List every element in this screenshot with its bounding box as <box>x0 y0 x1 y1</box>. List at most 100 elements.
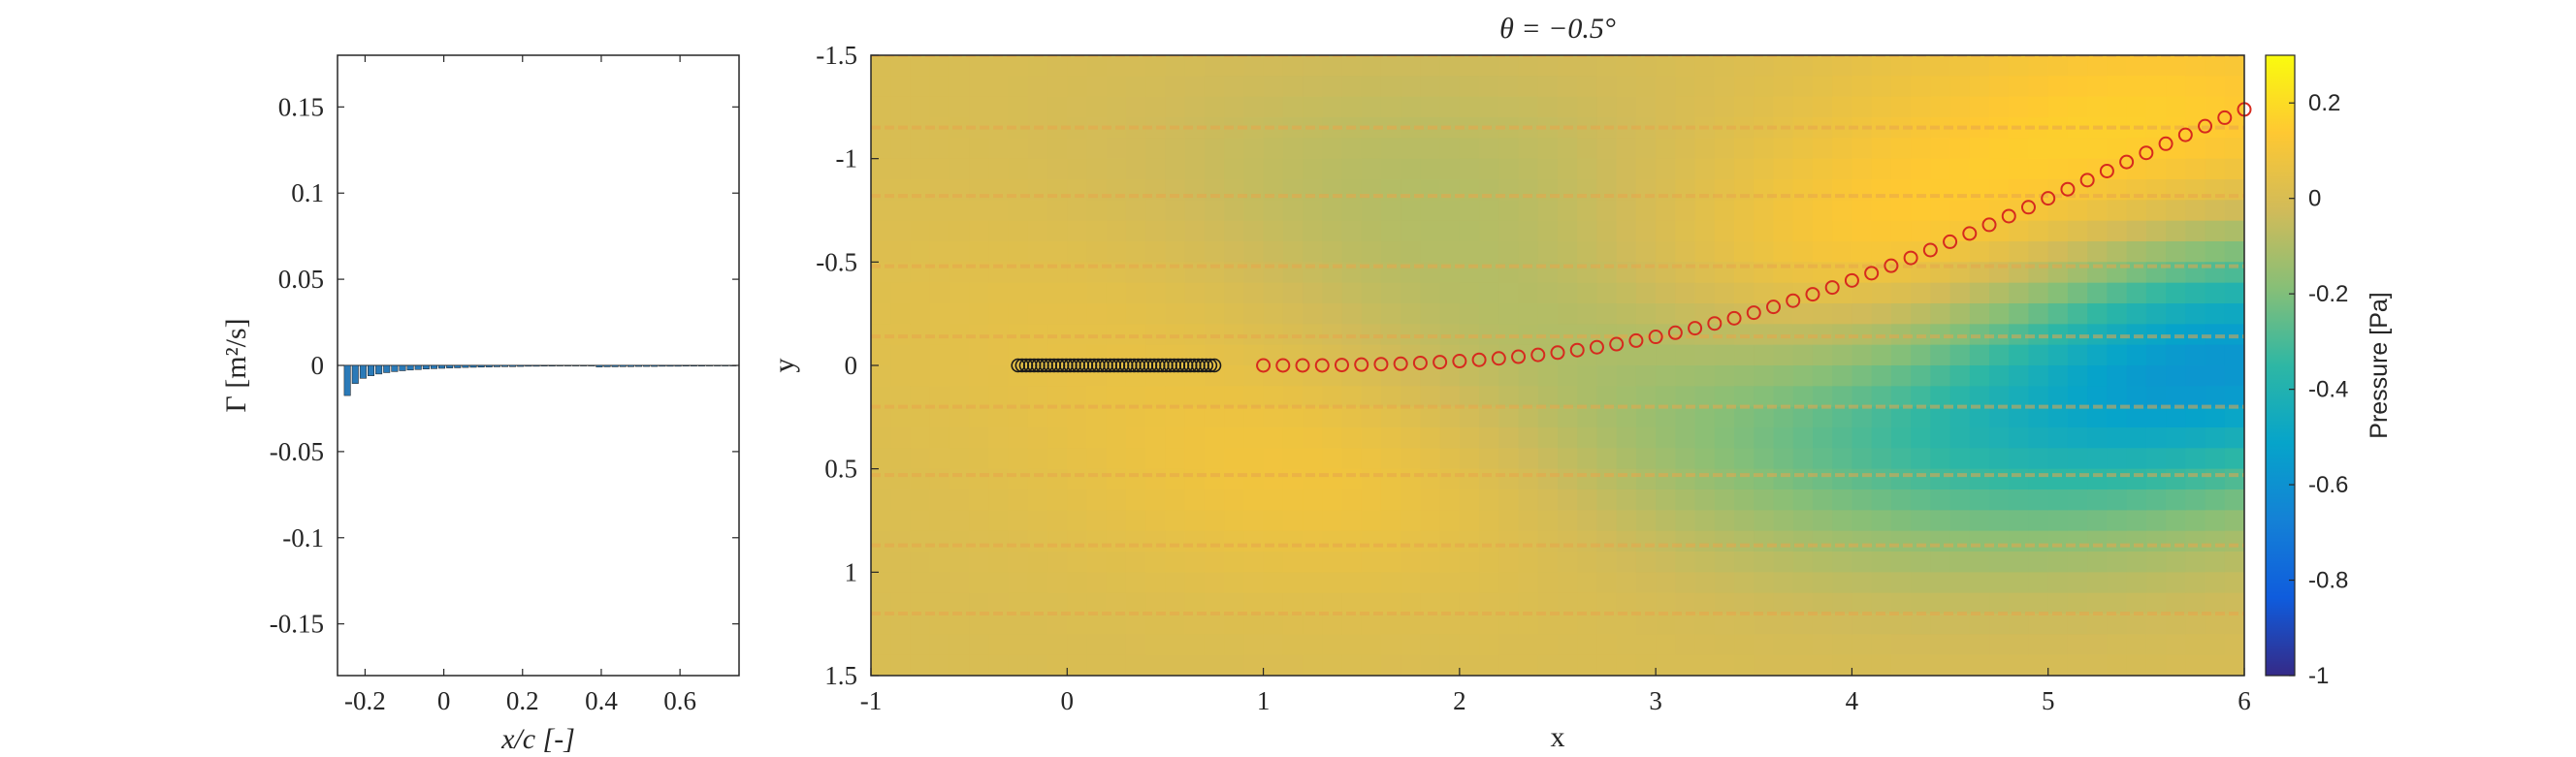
pressure-cell <box>1341 344 1363 366</box>
circulation-bar <box>556 364 564 366</box>
pressure-cell <box>2047 614 2069 635</box>
pressure-cell <box>1832 427 1853 449</box>
pressure-cell <box>1577 552 1598 573</box>
pressure-cell <box>1734 427 1755 449</box>
pressure-cell <box>1616 96 1637 118</box>
pressure-cell <box>2067 592 2088 615</box>
pressure-cell <box>1930 344 1951 366</box>
pressure-cell <box>2047 138 2069 160</box>
pressure-cell <box>1635 552 1657 573</box>
pressure-cell <box>2107 138 2128 160</box>
pressure-field-title: θ = −0.5° <box>1499 13 1616 45</box>
pressure-cell <box>1930 448 1951 470</box>
pressure-cell <box>1361 303 1382 325</box>
pressure-cell <box>1989 138 2010 160</box>
pressure-cell <box>1969 634 1990 656</box>
pressure-cell <box>1224 614 1244 635</box>
pressure-cell <box>969 614 989 635</box>
pressure-cell <box>1852 592 1873 615</box>
pressure-cell <box>1734 365 1755 387</box>
pressure-cell <box>1714 614 1735 635</box>
pressure-cell <box>2166 386 2186 408</box>
pressure-cell <box>1027 138 1048 160</box>
pressure-cell <box>2205 592 2226 615</box>
pressure-cell <box>1498 138 1520 160</box>
pressure-cell <box>910 55 931 77</box>
wake-marker <box>1373 357 1389 372</box>
pressure-cell <box>1949 406 1971 428</box>
pressure-cell <box>1380 510 1401 532</box>
pressure-cell <box>2028 427 2049 449</box>
pressure-cell <box>1439 55 1461 77</box>
pressure-cell <box>2067 76 2088 98</box>
pressure-cell <box>1537 489 1559 511</box>
pressure-cell <box>1596 76 1618 98</box>
pressure-cell <box>2126 654 2147 676</box>
pressure-cell <box>2224 241 2244 263</box>
pressure-cell <box>2028 365 2049 387</box>
pressure-cell <box>1008 96 1029 118</box>
pressure-cell <box>929 282 950 304</box>
pressure-cell <box>1754 365 1775 387</box>
pressure-cell <box>1439 427 1461 449</box>
pressure-cell <box>1911 344 1931 366</box>
pressure-cell <box>1420 634 1441 656</box>
pressure-cell <box>1401 406 1421 428</box>
pressure-cell <box>1106 510 1127 532</box>
pressure-cell <box>2087 634 2108 656</box>
pressure-cell <box>1949 510 1971 532</box>
pressure-cell <box>1361 282 1382 304</box>
pressure-cell <box>1106 427 1127 449</box>
pressure-cell <box>1969 241 1990 263</box>
pressure-cell <box>1832 552 1853 573</box>
pressure-cell <box>1616 572 1637 594</box>
pressure-cell <box>1871 427 1892 449</box>
pressure-cell <box>1989 96 2010 118</box>
pressure-cell <box>1694 138 1716 160</box>
pressure-cell <box>1086 138 1108 160</box>
pressure-cell <box>1165 552 1186 573</box>
pressure-cell <box>1165 282 1186 304</box>
pressure-cell <box>1420 427 1441 449</box>
pressure-cell <box>1145 200 1167 222</box>
pressure-cell <box>1596 220 1618 242</box>
pressure-cell <box>1224 468 1244 490</box>
pressure-cell <box>1420 386 1441 408</box>
pressure-cell <box>2047 406 2069 428</box>
pressure-cell <box>1812 55 1833 77</box>
pressure-cell <box>1047 634 1068 656</box>
pressure-cell <box>1558 427 1578 449</box>
pressure-cell <box>1420 448 1441 470</box>
pressure-cell <box>1596 634 1618 656</box>
pressure-cell <box>1969 530 1990 552</box>
pressure-cell <box>1890 303 1912 325</box>
pressure-cell <box>2185 241 2206 263</box>
pressure-cell <box>1930 158 1951 180</box>
pressure-cell <box>1969 303 1990 325</box>
pressure-cell <box>1341 303 1363 325</box>
pressure-cell <box>2107 592 2128 615</box>
pressure-cell <box>890 241 912 263</box>
pressure-cell <box>1930 489 1951 511</box>
pressure-cell <box>2087 138 2108 160</box>
pressure-cell <box>1773 530 1794 552</box>
pressure-cell <box>1322 448 1343 470</box>
pressure-cell <box>1322 468 1343 490</box>
pressure-cell <box>929 510 950 532</box>
pressure-cell <box>1067 510 1088 532</box>
pressure-cell <box>1734 282 1755 304</box>
pressure-cell <box>1675 158 1696 180</box>
pressure-cell <box>1773 344 1794 366</box>
pressure-cell <box>949 552 970 573</box>
pressure-cell <box>1616 427 1637 449</box>
pressure-cell <box>1303 530 1323 552</box>
pressure-cell <box>1656 138 1676 160</box>
pressure-cell <box>1224 282 1244 304</box>
pressure-cell <box>1989 448 2010 470</box>
pressure-cell <box>1145 138 1167 160</box>
pressure-cell <box>1930 117 1951 139</box>
pressure-cell <box>1106 55 1127 77</box>
pressure-cell <box>1086 200 1108 222</box>
pressure-cell <box>1792 572 1814 594</box>
pressure-cell <box>1792 55 1814 77</box>
